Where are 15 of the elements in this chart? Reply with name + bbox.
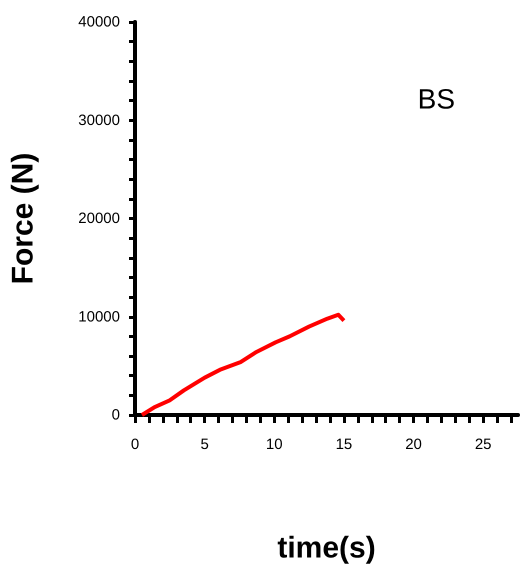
annotation: BS bbox=[418, 84, 456, 114]
line-series bbox=[140, 312, 346, 417]
y-tick-label: 40000 bbox=[78, 14, 120, 30]
x-tick-label: 25 bbox=[474, 436, 492, 453]
y-tick-label: 0 bbox=[112, 406, 120, 424]
y-tick-label: 30000 bbox=[78, 112, 120, 129]
x-tick-label: 0 bbox=[130, 436, 140, 453]
y-tick-label: 20000 bbox=[78, 210, 120, 227]
y-tick-label: 10000 bbox=[78, 308, 120, 326]
x-tick-label: 20 bbox=[405, 436, 422, 453]
x-tick-label: 15 bbox=[336, 436, 352, 453]
x-axis-title: time(s) bbox=[277, 532, 376, 564]
y-axis-title: Force (N) bbox=[6, 152, 40, 284]
x-tick-label: 10 bbox=[266, 436, 283, 453]
x-tick-label: 5 bbox=[200, 436, 209, 453]
